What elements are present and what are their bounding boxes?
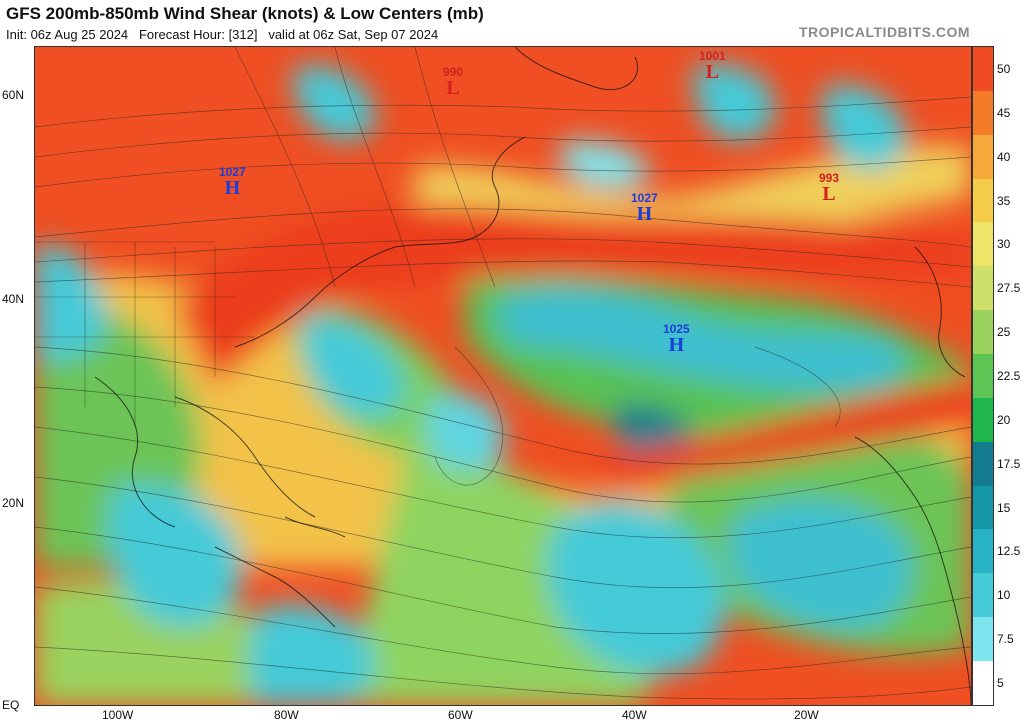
chart-title: GFS 200mb-850mb Wind Shear (knots) & Low… [6, 4, 484, 23]
colorbar-label: 50 [997, 61, 1011, 76]
colorbar-label: 25 [997, 325, 1011, 340]
colorbar-label: 17.5 [997, 456, 1021, 471]
colorbar-swatch [973, 222, 993, 267]
colorbar-label: 30 [997, 237, 1011, 252]
colorbar-label: 45 [997, 105, 1011, 120]
low-pressure-center: 1001 L [699, 49, 726, 83]
high-pressure-center: 1025 H [663, 322, 690, 356]
colorbar-label: 35 [997, 193, 1011, 208]
colorbar-label: 7.5 [997, 632, 1014, 647]
lat-label: 60N [2, 88, 25, 102]
colorbar-swatch [973, 90, 993, 135]
colorbar-swatch [973, 573, 993, 618]
high-pressure-center: 1027 H [219, 165, 246, 199]
colorbar-swatch [973, 178, 993, 223]
colorbar-label: 20 [997, 412, 1011, 427]
lat-label: EQ [2, 698, 20, 712]
colorbar-swatch [973, 441, 993, 486]
colorbar [972, 46, 994, 706]
colorbar-swatch [973, 134, 993, 179]
lon-label: 40W [622, 708, 647, 722]
lon-label: 60W [448, 708, 473, 722]
colorbar-swatch [973, 47, 993, 91]
colorbar-label: 27.5 [997, 281, 1021, 296]
colorbar-swatch [973, 485, 993, 530]
colorbar-swatch [973, 617, 993, 662]
lat-label: 40N [2, 292, 25, 306]
colorbar-swatch [973, 354, 993, 398]
shear-field [35, 47, 971, 705]
colorbar-swatch [973, 661, 993, 705]
lon-label: 20W [794, 708, 819, 722]
colorbar-label: 12.5 [997, 544, 1021, 559]
colorbar-label: 10 [997, 588, 1011, 603]
colorbar-swatch [973, 529, 993, 574]
colorbar-swatch [973, 310, 993, 355]
lat-label: 20N [2, 496, 25, 510]
shear-map: 1027 H 990 L 1001 L 1027 H 993 L 1025 H [34, 46, 972, 706]
colorbar-label: 15 [997, 500, 1011, 515]
colorbar-label: 40 [997, 149, 1011, 164]
source-credit: TROPICALTIDBITS.COM [798, 24, 970, 40]
low-pressure-center: 993 L [819, 171, 840, 205]
colorbar-label: 22.5 [997, 369, 1021, 383]
colorbar-label: 5 [997, 676, 1004, 691]
lon-label: 100W [102, 708, 134, 722]
colorbar-swatch [973, 397, 993, 442]
colorbar-swatch [973, 266, 993, 311]
low-pressure-center: 990 L [443, 65, 464, 99]
lon-label: 80W [274, 708, 299, 722]
chart-subtitle: Init: 06z Aug 25 2024 Forecast Hour: [31… [6, 27, 439, 42]
high-pressure-center: 1027 H [631, 191, 658, 225]
